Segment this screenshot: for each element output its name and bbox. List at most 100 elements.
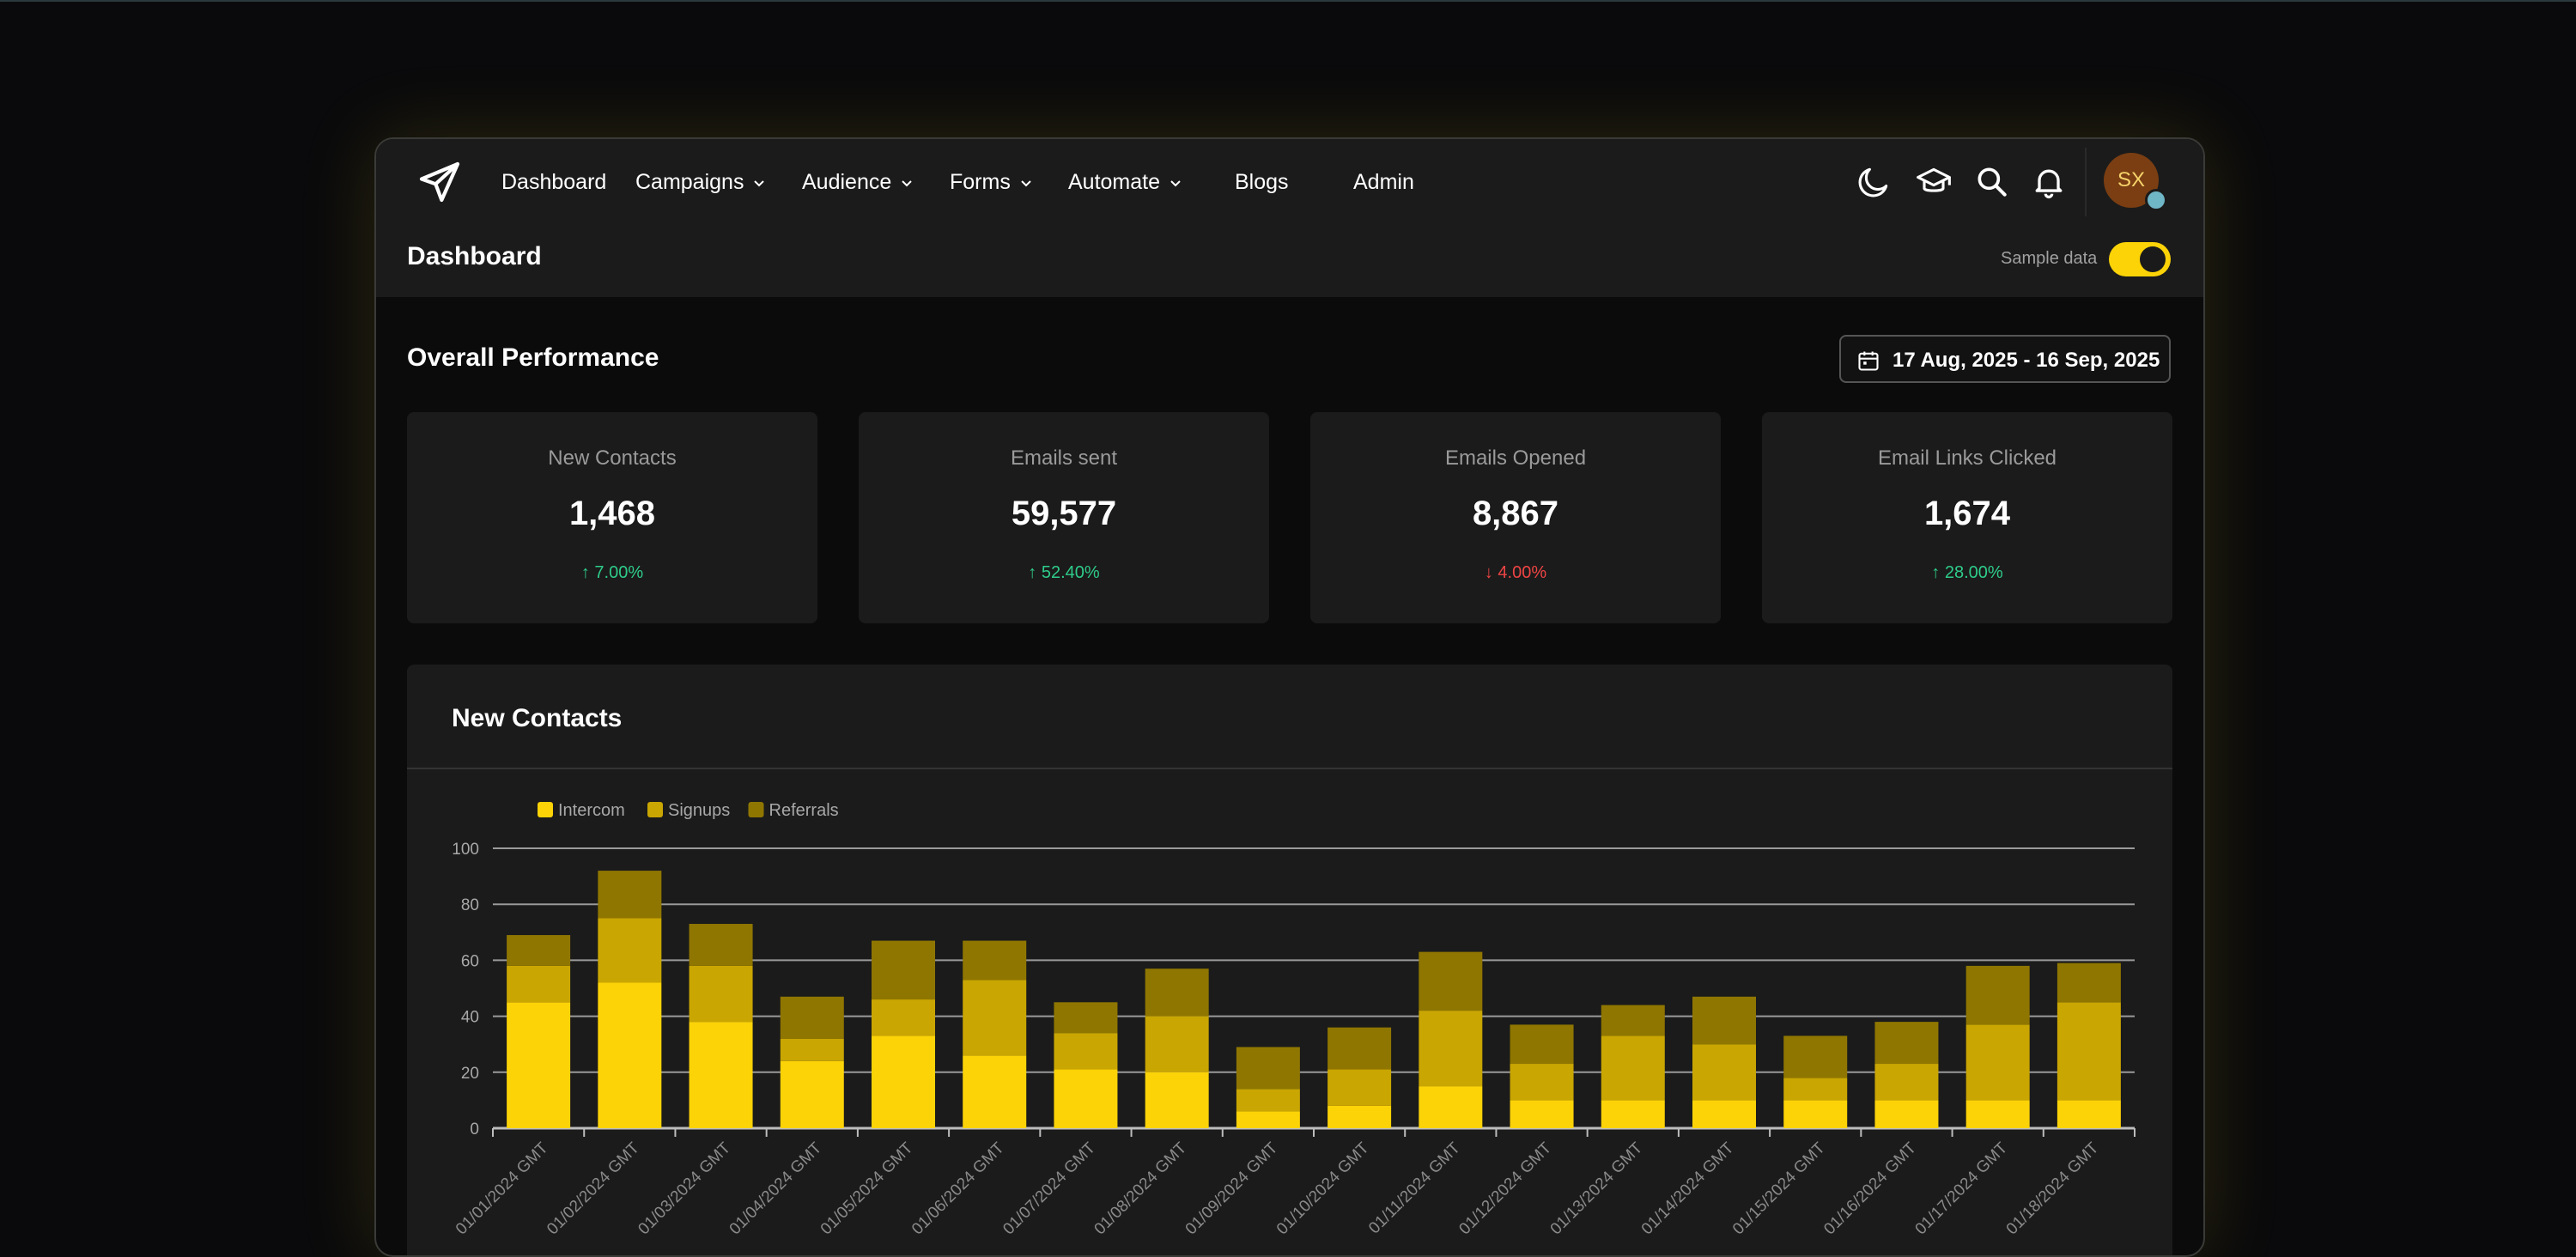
bar-segment: [1874, 1064, 1939, 1101]
bar-segment: [1783, 1035, 1848, 1078]
legend-swatch: [538, 802, 553, 817]
page-title: Dashboard: [407, 242, 542, 270]
bar-segment: [1419, 1011, 1483, 1087]
y-tick-label: 80: [461, 896, 479, 914]
date-range-picker[interactable]: 17 Aug, 2025 - 16 Sep, 2025: [1839, 335, 2171, 383]
arrow-up-icon: ↑: [580, 563, 595, 582]
bar-segment: [1510, 1064, 1574, 1101]
y-tick-label: 40: [461, 1009, 479, 1027]
bar-segment: [1054, 1002, 1118, 1034]
bar-segment: [1145, 1072, 1209, 1128]
bar-segment: [598, 918, 662, 983]
bar-segment: [1236, 1111, 1300, 1128]
bar-segment: [1783, 1100, 1848, 1128]
bar-segment: [1874, 1022, 1939, 1065]
bar-segment: [689, 1022, 753, 1128]
x-tick-label: 01/13/2024 GMT: [1547, 1139, 1647, 1238]
nav-forms[interactable]: Forms: [950, 165, 1033, 199]
nav-dashboard[interactable]: Dashboard: [501, 170, 607, 194]
x-tick-label: 01/03/2024 GMT: [635, 1139, 734, 1238]
bar-segment: [1601, 1100, 1665, 1128]
bell-icon[interactable]: [2030, 163, 2068, 201]
stat-label: Emails sent: [1010, 446, 1118, 470]
top-navbar: Dashboard Campaigns Audience Forms Autom…: [376, 139, 2203, 225]
legend-label: Signups: [668, 801, 730, 820]
bar-segment: [1236, 1047, 1300, 1090]
nav-automate[interactable]: Automate: [1068, 165, 1182, 199]
stat-card-emails-opened: Emails Opened 8,867 ↓ 4.00%: [1310, 412, 1721, 623]
stat-value: 1,468: [568, 495, 656, 532]
chevron-down-icon: [754, 180, 765, 187]
bar-segment: [507, 935, 571, 966]
bar-segment: [1692, 1100, 1756, 1128]
new-contacts-chart: Intercom Signups Referrals 0 20 40 60 80 100 01/0…: [452, 801, 2136, 1238]
bar-segment: [1327, 1069, 1392, 1106]
nav-divider: [2085, 148, 2087, 216]
bar-segment: [1510, 1100, 1574, 1128]
x-tick-label: 01/06/2024 GMT: [908, 1139, 1008, 1238]
bar-segment: [1419, 951, 1483, 1011]
bar-segment: [1783, 1078, 1848, 1101]
bar-segment: [780, 1060, 844, 1128]
stat-card-new-contacts: New Contacts 1,468 ↑ 7.00%: [407, 412, 817, 623]
legend-swatch: [647, 802, 663, 817]
toggle-knob: [2140, 246, 2166, 272]
bar-segment: [1327, 1027, 1392, 1070]
nav-admin[interactable]: Admin: [1353, 170, 1414, 194]
legend-label: Referrals: [769, 801, 839, 820]
app-window: Dashboard Campaigns Audience Forms Autom…: [374, 137, 2205, 1257]
search-icon[interactable]: [1973, 163, 2011, 201]
bar-segment: [1419, 1086, 1483, 1128]
x-tick-label: 01/01/2024 GMT: [453, 1139, 552, 1238]
bar-segment: [1965, 965, 2030, 1025]
x-tick-label: 01/15/2024 GMT: [1729, 1139, 1829, 1238]
stat-value: 59,577: [1011, 495, 1117, 532]
y-tick-label: 20: [461, 1065, 479, 1083]
x-tick-label: 01/05/2024 GMT: [817, 1139, 917, 1238]
bar-segment: [872, 940, 935, 1000]
nav-campaigns[interactable]: Campaigns: [635, 165, 766, 199]
nav-blogs[interactable]: Blogs: [1235, 170, 1289, 194]
bar-segment: [872, 999, 935, 1036]
arrow-up-icon: ↑: [1028, 563, 1042, 582]
arrow-up-icon: ↑: [1931, 563, 1945, 582]
bar-segment: [1327, 1105, 1392, 1128]
bar-segment: [1692, 1044, 1756, 1101]
paper-plane-logo-icon[interactable]: [416, 158, 464, 206]
bar-segment: [1054, 1069, 1118, 1128]
sample-data-label: Sample data: [2001, 249, 2098, 268]
stat-card-emails-sent: Emails sent 59,577 ↑ 52.40%: [859, 412, 1269, 623]
x-tick-label: 01/17/2024 GMT: [1912, 1139, 2012, 1238]
nav-audience[interactable]: Audience: [802, 165, 914, 199]
moon-icon[interactable]: [1855, 163, 1893, 201]
stat-change: ↓ 4.00%: [1484, 563, 1547, 582]
bar-segment: [2057, 1100, 2121, 1128]
x-tick-label: 01/12/2024 GMT: [1455, 1139, 1555, 1238]
chevron-down-icon: [1021, 180, 1031, 187]
chart-title: New Contacts: [452, 704, 623, 732]
page-header: Dashboard Sample data: [376, 225, 2203, 297]
bar-segment: [1054, 1033, 1118, 1070]
stat-change: ↑ 52.40%: [1028, 563, 1100, 582]
avatar-status-badge: [2145, 189, 2167, 211]
chevron-down-icon: [1170, 180, 1181, 187]
bar-segment: [1145, 969, 1209, 1017]
stat-value: 8,867: [1472, 495, 1559, 532]
calendar-icon: [1858, 351, 1879, 371]
x-tick-label: 01/10/2024 GMT: [1273, 1139, 1373, 1238]
arrow-down-icon: ↓: [1484, 563, 1498, 582]
bar-segment: [963, 940, 1027, 981]
bar-segment: [1965, 1024, 2030, 1101]
bar-segment: [780, 996, 844, 1039]
bar-segment: [507, 965, 571, 1003]
sample-data-toggle[interactable]: [2109, 242, 2171, 276]
bar-segment: [963, 1055, 1027, 1128]
x-tick-label: 01/14/2024 GMT: [1638, 1139, 1738, 1238]
y-tick-label: 100: [452, 841, 479, 859]
graduation-cap-icon[interactable]: [1915, 163, 1953, 201]
bar-segment: [2057, 962, 2121, 1003]
x-tick-label: 01/04/2024 GMT: [726, 1139, 826, 1238]
y-tick-label: 60: [461, 952, 479, 970]
overall-performance-title: Overall Performance: [407, 343, 659, 372]
bar-segment: [689, 965, 753, 1023]
